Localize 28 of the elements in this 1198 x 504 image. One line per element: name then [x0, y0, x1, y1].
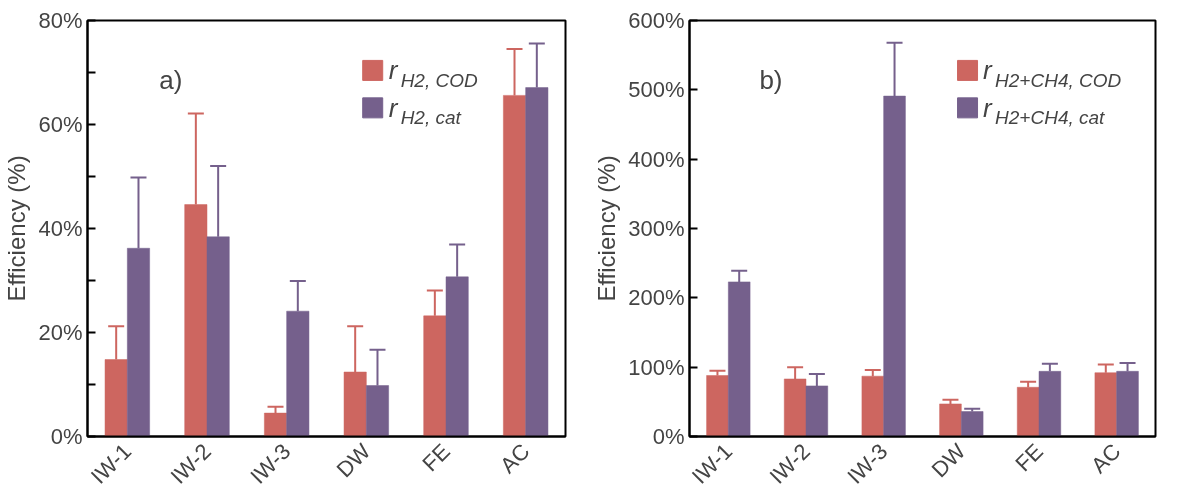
y-tick-label: 400% — [628, 146, 685, 172]
y-axis-title: Efficiency (%) — [593, 155, 621, 302]
x-tick-label: FE — [417, 438, 455, 477]
y-tick-label: 100% — [628, 354, 685, 380]
bar — [264, 412, 287, 437]
y-tick-label: 300% — [628, 216, 685, 241]
x-tick-label: DW — [331, 438, 376, 483]
bar — [961, 411, 984, 437]
y-tick-label: 500% — [628, 77, 685, 103]
annotation: b) — [759, 65, 783, 96]
x-tick-label: AC — [495, 438, 535, 478]
y-tick-label: 80% — [38, 8, 83, 33]
annotation: a) — [159, 65, 183, 96]
bar — [939, 403, 962, 437]
y-tick-label: 200% — [628, 285, 685, 311]
x-tick-label: FE — [1010, 438, 1048, 477]
x-tick-label: DW — [926, 438, 971, 483]
y-tick-label: 60% — [38, 112, 83, 137]
bar — [1017, 387, 1040, 437]
y-tick-label: 0% — [50, 424, 83, 449]
bar — [861, 375, 884, 437]
y-tick-label: 0% — [652, 424, 685, 449]
y-axis-title: Efficiency (%) — [3, 155, 31, 302]
y-tick-label: 40% — [38, 216, 83, 241]
y-tick-label: 600% — [628, 8, 685, 33]
bar — [706, 375, 729, 437]
y-tick-label: 20% — [38, 320, 83, 345]
x-tick-label: AC — [1086, 438, 1126, 478]
